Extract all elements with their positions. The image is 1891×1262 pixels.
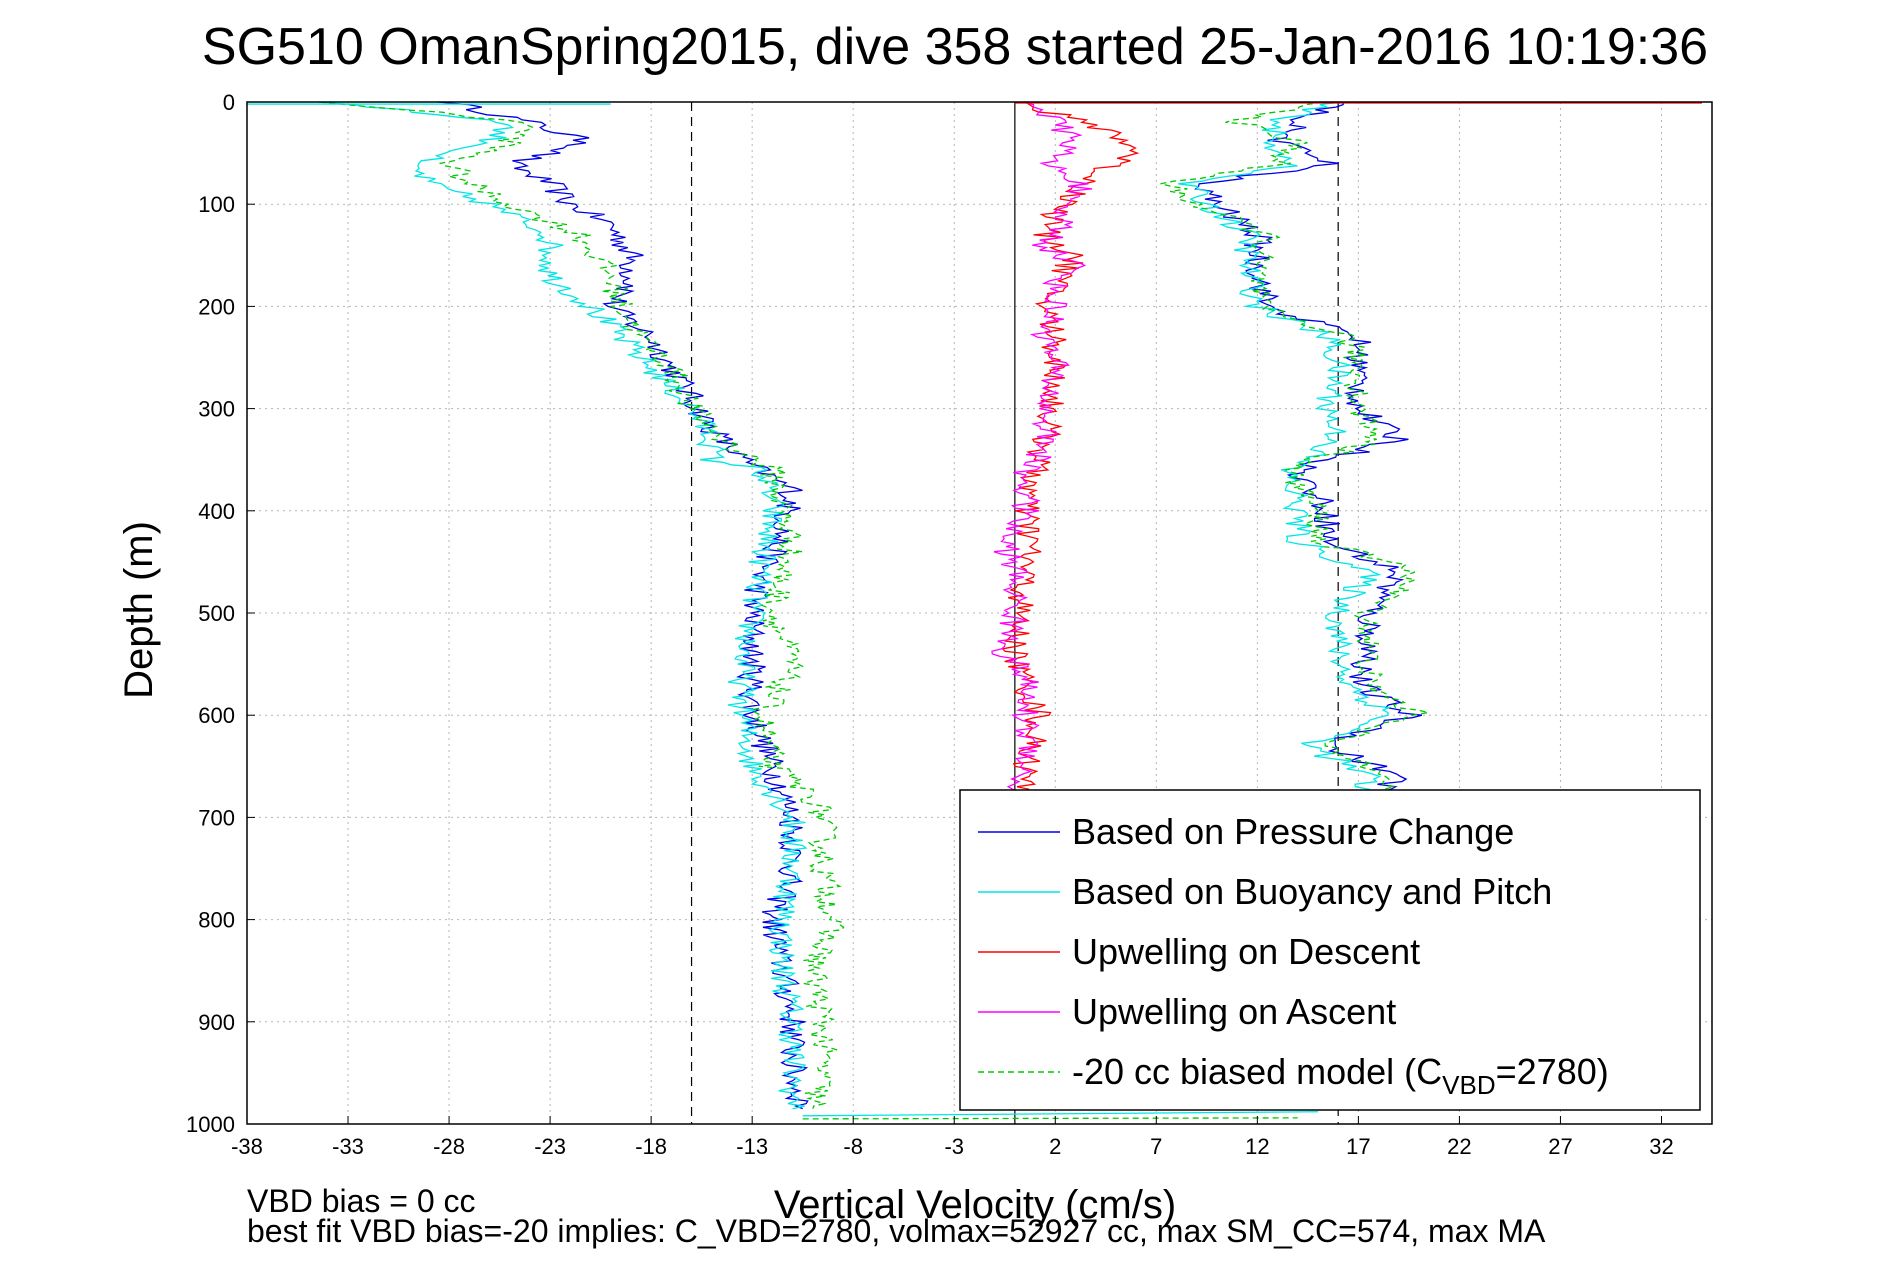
legend-label: Based on Buoyancy and Pitch — [1072, 871, 1552, 912]
x-tick-label: -28 — [433, 1134, 465, 1159]
legend-label-text: -20 cc biased model (C — [1072, 1051, 1442, 1092]
legend-label-text: Upwelling on Ascent — [1072, 991, 1396, 1032]
legend-label-text: Based on Pressure Change — [1072, 811, 1514, 852]
chart-title: SG510 OmanSpring2015, dive 358 started 2… — [202, 18, 1708, 76]
y-tick-label: 100 — [198, 192, 235, 217]
x-tick-label: 2 — [1049, 1134, 1061, 1159]
x-tick-label: 17 — [1346, 1134, 1370, 1159]
x-tick-label: -8 — [843, 1134, 863, 1159]
y-axis-ticks: 0 100 200 300 400 500 600 700 800 900 1000 — [186, 90, 255, 1137]
x-axis-ticks: -38 -33 -28 -23 -18 -13 -8 -3 2 7 12 17 22 27 32 — [231, 1116, 1674, 1159]
y-tick-label: 0 — [223, 90, 235, 115]
legend-box — [959, 789, 1701, 1111]
bottom-turn-buoyancy — [802, 1111, 1318, 1117]
legend-label-suffix: =2780) — [1496, 1051, 1609, 1092]
legend-label: Upwelling on Ascent — [1072, 991, 1396, 1032]
x-tick-label: 27 — [1548, 1134, 1572, 1159]
y-tick-label: 300 — [198, 397, 235, 422]
series-upwelling_ascent — [991, 101, 1093, 798]
series-model_ascent — [1160, 101, 1429, 798]
x-tick-label: 12 — [1245, 1134, 1269, 1159]
legend-label: Upwelling on Descent — [1072, 931, 1420, 972]
vbd-bias-note: VBD bias = 0 cc — [247, 1183, 476, 1219]
y-axis-label: Depth (m) — [117, 521, 161, 699]
series-layer — [247, 101, 1702, 1120]
y-tick-label: 900 — [198, 1010, 235, 1035]
x-tick-label: -23 — [534, 1134, 566, 1159]
y-tick-label: 200 — [198, 294, 235, 319]
x-tick-label: -13 — [736, 1134, 768, 1159]
x-tick-label: -18 — [635, 1134, 667, 1159]
y-tick-label: 1000 — [186, 1112, 235, 1137]
y-tick-label: 800 — [198, 908, 235, 933]
x-axis-label: Vertical Velocity (cm/s) — [774, 1183, 1176, 1227]
legend-label-text: Upwelling on Descent — [1072, 931, 1420, 972]
series-buoyancy_ascent — [1178, 101, 1392, 797]
x-tick-label: -3 — [944, 1134, 964, 1159]
bottom-turn-model — [802, 1117, 1298, 1120]
y-tick-label: 600 — [198, 703, 235, 728]
x-tick-label: -38 — [231, 1134, 263, 1159]
legend-label-subscript: VBD — [1442, 1070, 1495, 1100]
x-tick-label: 22 — [1447, 1134, 1471, 1159]
best-fit-note: best fit VBD bias=-20 implies: C_VBD=278… — [247, 1213, 1546, 1249]
y-tick-label: 500 — [198, 601, 235, 626]
legend-label: -20 cc biased model (CVBD=2780) — [1072, 1051, 1609, 1100]
x-tick-label: -33 — [332, 1134, 364, 1159]
series-model_descent — [319, 101, 845, 1109]
legend-label-text: Based on Buoyancy and Pitch — [1072, 871, 1552, 912]
legend-label: Based on Pressure Change — [1072, 811, 1514, 852]
legend: Based on Pressure Change Based on Buoyanc… — [959, 789, 1701, 1111]
series-pressure_ascent — [1194, 101, 1423, 798]
y-tick-label: 400 — [198, 499, 235, 524]
x-tick-label: 7 — [1150, 1134, 1162, 1159]
x-tick-label: 32 — [1649, 1134, 1673, 1159]
series-buoyancy_descent — [319, 101, 808, 1110]
y-tick-label: 700 — [198, 805, 235, 830]
